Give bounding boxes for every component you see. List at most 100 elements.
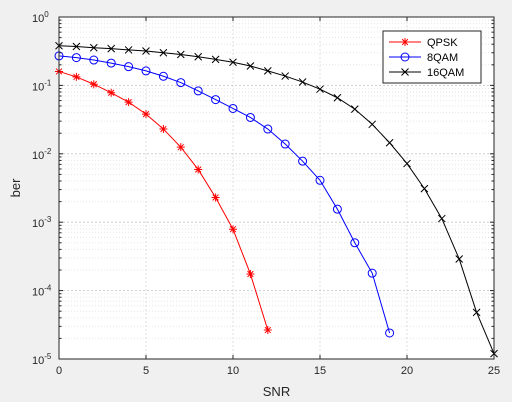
y-tick-base: 10 bbox=[32, 218, 44, 230]
x-marker bbox=[401, 68, 409, 76]
circle-marker bbox=[89, 55, 99, 65]
x-marker bbox=[455, 255, 464, 263]
y-tick-base: 10 bbox=[32, 13, 44, 25]
x-marker bbox=[350, 105, 359, 113]
asterisk-marker bbox=[159, 125, 168, 134]
circle-marker bbox=[332, 204, 342, 214]
x-marker bbox=[176, 50, 185, 59]
x-marker bbox=[385, 138, 394, 147]
legend-label: QPSK bbox=[427, 37, 458, 49]
x-marker bbox=[403, 159, 411, 168]
circle-marker bbox=[211, 95, 221, 105]
x-marker bbox=[316, 85, 324, 94]
asterisk-marker bbox=[142, 110, 150, 119]
grid-lines bbox=[58, 16, 495, 360]
x-marker bbox=[281, 72, 290, 80]
y-tick-base: 10 bbox=[32, 287, 44, 299]
y-tick-exponent: -5 bbox=[44, 352, 52, 361]
x-marker bbox=[72, 42, 81, 51]
x-marker bbox=[333, 93, 342, 102]
x-marker bbox=[437, 214, 446, 223]
x-tick-label: 25 bbox=[488, 365, 500, 377]
y-axis-label: ber bbox=[8, 178, 23, 197]
series-qpsk bbox=[55, 67, 272, 335]
circle-marker bbox=[400, 52, 410, 62]
x-marker bbox=[89, 43, 98, 52]
legend-entry-16qam: 16QAM bbox=[389, 67, 464, 79]
asterisk-marker bbox=[246, 269, 255, 278]
x-tick-label: 15 bbox=[314, 365, 326, 377]
x-marker bbox=[211, 55, 220, 64]
x-marker bbox=[124, 46, 133, 54]
circle-marker bbox=[263, 124, 273, 134]
x-marker bbox=[472, 308, 481, 317]
x-marker bbox=[420, 184, 429, 193]
series-16qam bbox=[55, 41, 498, 358]
x-marker bbox=[107, 44, 116, 53]
x-marker bbox=[246, 62, 255, 70]
axis-ticks bbox=[58, 16, 495, 360]
y-tick-exponent: -4 bbox=[44, 284, 52, 293]
asterisk-marker bbox=[89, 80, 98, 89]
asterisk-marker bbox=[263, 326, 272, 335]
legend-label: 8QAM bbox=[427, 52, 458, 64]
circle-marker bbox=[176, 78, 186, 88]
x-tick-label: 5 bbox=[143, 365, 149, 377]
circle-marker bbox=[106, 58, 116, 68]
series-line bbox=[58, 45, 495, 354]
circle-marker bbox=[193, 86, 203, 96]
circle-marker bbox=[315, 175, 325, 185]
x-marker bbox=[142, 47, 150, 55]
asterisk-marker bbox=[107, 88, 116, 97]
y-tick-exponent: -1 bbox=[44, 78, 52, 87]
y-tick-base: 10 bbox=[32, 81, 44, 93]
y-tick-label: 10-4 bbox=[32, 284, 52, 299]
circle-marker bbox=[71, 53, 81, 63]
circle-marker bbox=[158, 71, 168, 81]
y-tick-exponent: 0 bbox=[44, 10, 49, 19]
x-axis-label: SNR bbox=[263, 384, 290, 399]
circle-marker bbox=[298, 156, 308, 166]
asterisk-marker bbox=[176, 143, 185, 152]
plot-frame bbox=[58, 16, 495, 360]
legend-entry-8qam: 8QAM bbox=[389, 52, 458, 64]
legend-label: 16QAM bbox=[427, 67, 464, 79]
x-marker bbox=[298, 78, 307, 86]
legend-entry-qpsk: QPSK bbox=[389, 37, 458, 49]
y-tick-exponent: -3 bbox=[44, 215, 52, 224]
y-tick-exponent: -2 bbox=[44, 147, 52, 156]
circle-marker bbox=[228, 103, 238, 113]
x-tick-label: 0 bbox=[56, 365, 62, 377]
y-tick-label: 10-1 bbox=[32, 78, 52, 93]
asterisk-marker bbox=[401, 38, 409, 46]
circle-marker bbox=[280, 139, 290, 149]
y-tick-label: 100 bbox=[32, 10, 49, 25]
x-marker bbox=[263, 67, 272, 75]
asterisk-marker bbox=[194, 165, 203, 174]
x-marker bbox=[159, 48, 168, 57]
y-tick-label: 10-3 bbox=[32, 215, 52, 230]
circle-marker bbox=[141, 66, 151, 76]
circle-marker bbox=[245, 112, 255, 122]
x-marker bbox=[194, 52, 203, 61]
circle-marker bbox=[385, 328, 395, 338]
asterisk-marker bbox=[124, 98, 133, 107]
y-tick-base: 10 bbox=[32, 355, 44, 367]
asterisk-marker bbox=[229, 225, 237, 234]
x-tick-label: 20 bbox=[401, 365, 413, 377]
y-tick-base: 10 bbox=[32, 150, 44, 162]
x-marker bbox=[229, 58, 237, 67]
circle-marker bbox=[350, 238, 360, 248]
circle-marker bbox=[367, 268, 377, 278]
x-marker bbox=[368, 120, 377, 129]
x-tick-labels: 0 5 10 15 20 25 bbox=[56, 365, 500, 377]
legend: QPSK 8QAM 16QAM bbox=[382, 30, 482, 84]
series-layer bbox=[54, 41, 498, 358]
x-tick-label: 10 bbox=[227, 365, 239, 377]
circle-marker bbox=[124, 62, 134, 72]
asterisk-marker bbox=[72, 72, 81, 81]
series-line bbox=[58, 55, 391, 334]
y-tick-label: 10-2 bbox=[32, 147, 52, 162]
